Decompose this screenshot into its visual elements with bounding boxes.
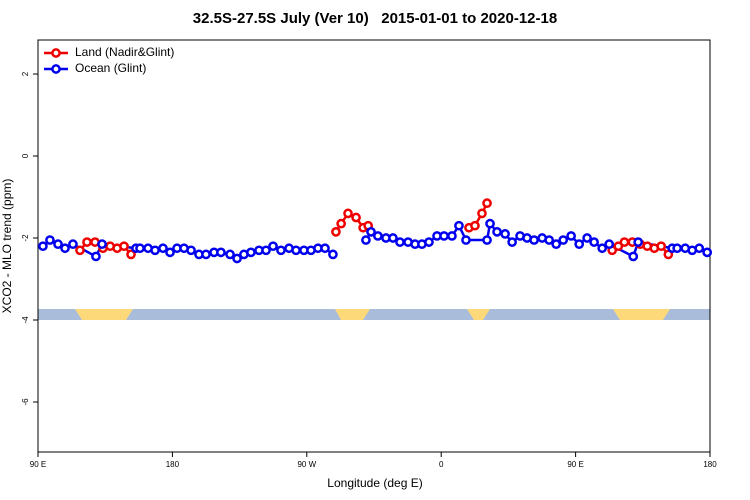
data-point [68, 239, 78, 250]
data-point [186, 245, 196, 256]
data-point [45, 235, 55, 245]
data-point [343, 208, 353, 219]
x-tick-label: 90 E [567, 460, 583, 469]
legend-marker [51, 48, 61, 58]
land-band [75, 309, 133, 320]
legend-marker [51, 64, 61, 74]
data-point [461, 235, 471, 245]
data-point [331, 227, 341, 237]
data-point [628, 251, 639, 262]
data-point [597, 243, 608, 254]
land-band [467, 309, 490, 320]
data-point [126, 249, 136, 260]
y-tick-label: -4 [21, 316, 30, 324]
data-point [60, 243, 70, 254]
data-point [119, 241, 129, 252]
data-point [261, 245, 271, 256]
data-point [558, 235, 569, 245]
y-tick-label: 2 [21, 71, 30, 76]
data-point [672, 243, 682, 254]
data-point [656, 241, 667, 252]
data-point [566, 231, 576, 241]
x-tick-label: 0 [439, 460, 444, 469]
data-point [529, 235, 539, 245]
y-axis-label: XCO2 - MLO trend (ppm) [0, 179, 14, 314]
data-point [328, 249, 338, 260]
data-point [500, 229, 510, 239]
legend-label: Land (Nadir&Glint) [75, 45, 174, 59]
data-point [201, 249, 211, 260]
data-point [395, 237, 405, 247]
data-point [366, 227, 376, 237]
data-point [135, 243, 145, 254]
data-point [447, 231, 457, 241]
data-point [388, 233, 398, 243]
data-point [91, 251, 101, 262]
data-point [246, 247, 256, 258]
data-point [97, 239, 107, 250]
data-point [165, 247, 175, 258]
data-point [485, 218, 495, 229]
legend-label: Ocean (Glint) [75, 61, 146, 75]
data-point [276, 245, 286, 256]
chart-title: 32.5S-27.5S July (Ver 10) 2015-01-01 to … [193, 10, 557, 27]
data-point [482, 235, 492, 245]
data-point [351, 212, 361, 223]
data-point [633, 237, 644, 247]
x-tick-label: 180 [166, 460, 180, 469]
data-point [544, 235, 555, 245]
y-tick-label: -6 [21, 398, 30, 406]
data-point [551, 239, 562, 250]
data-point [454, 220, 464, 231]
data-point [82, 237, 92, 247]
data-point [216, 247, 226, 258]
data-point [53, 239, 63, 250]
data-point [232, 253, 242, 264]
data-point [150, 245, 160, 256]
data-point [482, 198, 492, 209]
data-point [268, 241, 278, 252]
data-point [424, 237, 434, 247]
data-point [439, 231, 449, 241]
data-point [589, 237, 599, 247]
data-point [38, 241, 48, 252]
data-point [694, 243, 705, 254]
data-point [619, 237, 630, 247]
y-tick-label: -2 [21, 234, 30, 242]
data-point [582, 233, 592, 243]
x-tick-label: 180 [703, 460, 717, 469]
surface-band [38, 309, 710, 320]
land-band [335, 309, 370, 320]
data-point [75, 245, 85, 256]
data-point [574, 239, 585, 250]
data-point [492, 227, 502, 237]
data-point [225, 249, 235, 260]
x-axis-label: Longitude (deg E) [327, 476, 422, 490]
data-point [320, 243, 330, 254]
data-point [336, 218, 346, 229]
x-tick-label: 90 E [30, 460, 46, 469]
data-point [470, 220, 480, 231]
y-tick-label: 0 [21, 153, 30, 158]
data-point [373, 231, 383, 241]
data-point [477, 208, 487, 219]
plot-frame [37, 39, 711, 453]
land-band [613, 309, 670, 320]
data-point [507, 237, 517, 247]
data-point [158, 243, 168, 254]
x-tick-label: 90 W [297, 460, 316, 469]
data-point [604, 239, 615, 250]
data-point [702, 247, 713, 258]
data-point [361, 235, 371, 245]
data-point [291, 245, 301, 256]
